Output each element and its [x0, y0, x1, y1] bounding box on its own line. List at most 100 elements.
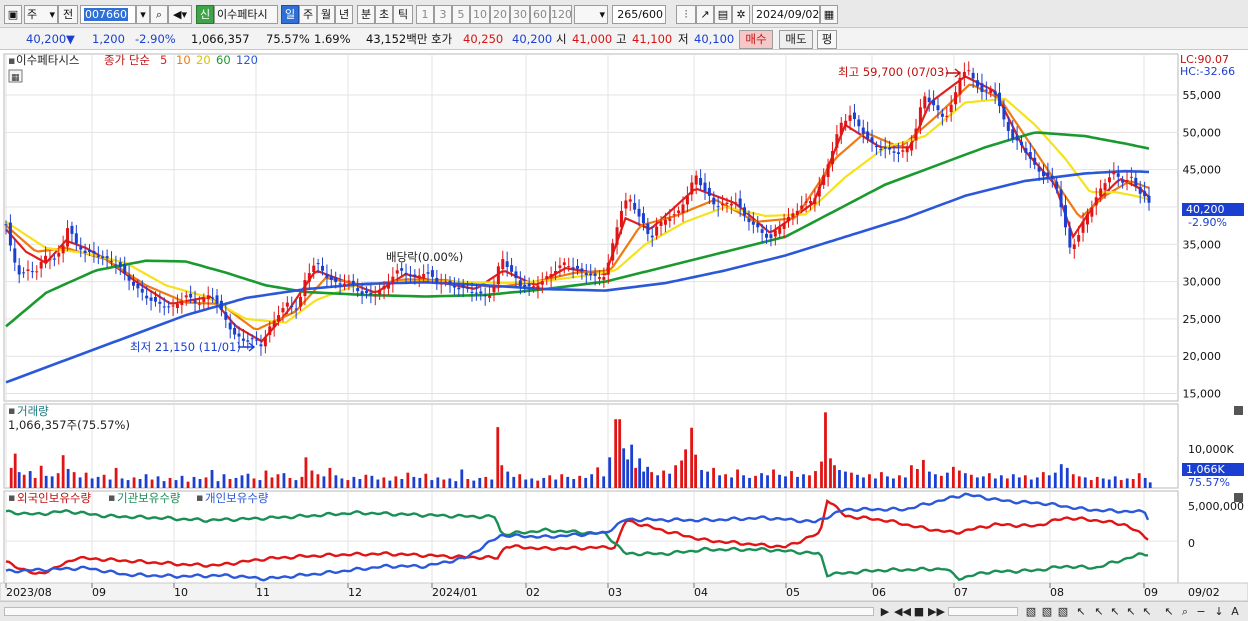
zoom-slider[interactable] [948, 607, 1018, 616]
volume-bar [442, 479, 446, 488]
line-tool-icon[interactable]: ↖ [1094, 605, 1104, 618]
play-icon[interactable]: ▶ [880, 605, 890, 618]
low-annotation: 최저 21,150 (11/01) [130, 340, 241, 354]
tab-tick[interactable]: 틱 [393, 5, 413, 24]
interval-5[interactable]: 5 [452, 5, 470, 24]
tab-second[interactable]: 초 [375, 5, 393, 24]
line-tool-icon[interactable]: ↖ [1110, 605, 1120, 618]
period-select[interactable]: 주 ▾ [24, 5, 58, 24]
candle-type-icon[interactable]: ⫶ [676, 5, 696, 24]
candle-body [624, 200, 628, 209]
draw-tool-icon[interactable]: ↗ [696, 5, 714, 24]
volume-bar [802, 474, 805, 488]
close-panel-icon[interactable] [1234, 493, 1243, 502]
volume-bar [838, 470, 841, 488]
volume-bar [630, 444, 634, 488]
custom-interval-select[interactable]: ▾ [574, 5, 608, 24]
prev-button[interactable]: 전 [58, 5, 78, 24]
volume-bar [993, 478, 997, 488]
zoom-icon[interactable]: ⌕ [1181, 605, 1189, 618]
line-tool-icon[interactable]: ↖ [1164, 605, 1174, 618]
candle-body [430, 270, 434, 277]
font-icon[interactable]: A [1231, 605, 1239, 618]
candle-body [259, 344, 263, 347]
arrow-icon[interactable]: ↓ [1214, 605, 1224, 618]
tab-month[interactable]: 월 [317, 5, 335, 24]
stock-name: 이수페타시 [214, 5, 278, 24]
close-panel-icon[interactable] [1234, 406, 1243, 415]
zoom-out-icon[interactable]: − [1196, 605, 1206, 618]
line-tool-icon[interactable]: ↖ [1076, 605, 1086, 618]
candle-body [628, 199, 632, 202]
candle-body [870, 137, 874, 143]
search-icon[interactable]: ⌕ [150, 5, 168, 24]
tab-year[interactable]: 년 [335, 5, 353, 24]
candle-body [206, 295, 210, 300]
x-tick-label: 08 [1050, 586, 1064, 599]
volume-bar [310, 470, 314, 488]
volume-bar [886, 476, 889, 488]
volume-bar [518, 474, 522, 488]
calendar-icon[interactable]: ▦ [820, 5, 838, 24]
volume-bar [186, 481, 190, 488]
candle-body [729, 203, 733, 206]
candle-body [1037, 167, 1041, 172]
stop-icon[interactable]: ■ [913, 605, 925, 618]
volume-bar [1023, 475, 1027, 488]
interval-120[interactable]: 120 [550, 5, 572, 24]
volume-bar [506, 471, 510, 488]
volume-bar [1011, 474, 1015, 488]
code-dropdown-button[interactable]: ▾ [136, 5, 150, 24]
sell-button[interactable]: 매도 [779, 30, 813, 49]
buy-button[interactable]: 매수 [739, 30, 773, 49]
scrollbar[interactable] [4, 607, 874, 616]
current-price-tag [1182, 203, 1244, 216]
rewind-icon[interactable]: ◀◀ [894, 605, 911, 618]
candle-body [1081, 221, 1085, 233]
data-count-input[interactable]: 265/600 [612, 5, 666, 24]
interval-60[interactable]: 60 [530, 5, 550, 24]
image-icon[interactable]: ▧ [1057, 605, 1069, 618]
speaker-icon[interactable]: ◀▾ [168, 5, 192, 24]
interval-1[interactable]: 1 [416, 5, 434, 24]
candle-body [659, 221, 663, 227]
gear-icon[interactable]: ✲ [732, 5, 750, 24]
volume-bar [814, 471, 817, 488]
candle-body [782, 223, 786, 229]
window-icon[interactable]: ▣ [4, 5, 22, 24]
date-input[interactable]: 2024/09/02 [752, 5, 820, 24]
eval-button[interactable]: 평 [817, 30, 837, 49]
candle-body [8, 222, 12, 246]
candle-body [461, 285, 465, 288]
candle-body [668, 218, 672, 221]
candle-body [971, 72, 975, 79]
candle-body [470, 291, 474, 293]
volume-bar [496, 427, 500, 488]
line-tool-icon[interactable]: ↖ [1126, 605, 1136, 618]
candle-body [954, 92, 958, 105]
tab-week[interactable]: 주 [299, 5, 317, 24]
candle-body [1147, 195, 1151, 203]
current-price-tag-text: 40,200 [1186, 203, 1225, 216]
image-icon[interactable]: ▧ [1041, 605, 1053, 618]
stock-code-input[interactable]: 007660 [80, 5, 136, 24]
candle-body [822, 175, 826, 185]
volume-bar [868, 474, 871, 488]
save-icon[interactable]: ▤ [714, 5, 732, 24]
line-tool-icon[interactable]: ↖ [1142, 605, 1152, 618]
tab-minute[interactable]: 분 [357, 5, 375, 24]
tab-day[interactable]: 일 [281, 5, 299, 24]
candle-body [369, 292, 373, 295]
interval-20[interactable]: 20 [490, 5, 510, 24]
image-icon[interactable]: ▧ [1025, 605, 1037, 618]
volume-bar [530, 478, 534, 488]
interval-10[interactable]: 10 [470, 5, 490, 24]
fast-forward-icon[interactable]: ▶▶ [928, 605, 945, 618]
table-icon[interactable] [8, 69, 23, 83]
volume-panel-title: 거래량 [17, 404, 49, 418]
volume-bar [916, 468, 919, 488]
candle-body [250, 338, 254, 340]
candle-body [773, 230, 777, 237]
interval-3[interactable]: 3 [434, 5, 452, 24]
interval-30[interactable]: 30 [510, 5, 530, 24]
